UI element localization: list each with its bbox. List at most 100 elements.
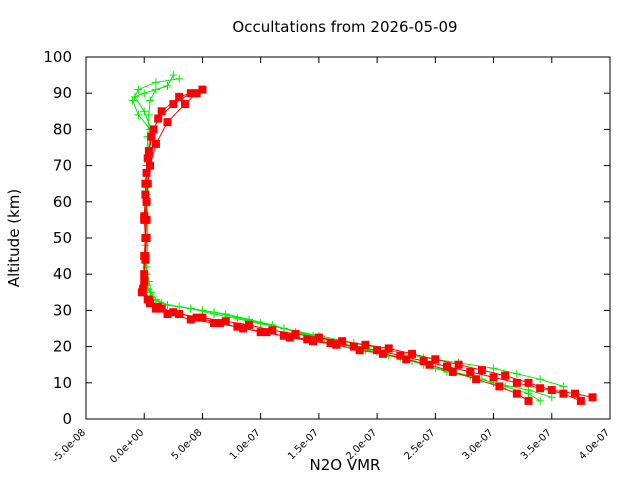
data-point	[559, 382, 568, 391]
data-point	[262, 328, 271, 337]
y-tick-label: 100	[43, 48, 72, 66]
data-point	[142, 197, 151, 206]
data-point	[425, 360, 434, 369]
series-line	[134, 74, 564, 387]
data-point	[192, 313, 201, 322]
data-point	[146, 161, 155, 170]
data-point	[175, 92, 184, 101]
data-point	[501, 371, 510, 380]
data-point	[142, 215, 151, 224]
data-point	[143, 154, 152, 163]
data-point	[186, 304, 195, 313]
y-tick-label: 40	[53, 265, 72, 283]
data-point	[512, 389, 521, 398]
data-point	[396, 351, 405, 360]
series-1	[128, 71, 568, 405]
data-point	[151, 139, 160, 148]
data-point	[233, 313, 242, 322]
y-tick-label: 10	[53, 374, 72, 392]
data-point	[210, 319, 219, 328]
data-point	[239, 324, 248, 333]
data-point	[163, 310, 172, 319]
x-tick-label: -5.0e-08	[51, 427, 88, 464]
data-point	[355, 346, 364, 355]
data-point	[338, 337, 347, 346]
data-point	[268, 326, 277, 335]
data-point	[140, 252, 149, 261]
y-tick-label: 60	[53, 193, 72, 211]
series-2	[137, 85, 597, 405]
data-point	[524, 378, 533, 387]
data-point	[285, 333, 294, 342]
data-point	[402, 355, 411, 364]
y-tick-label: 30	[53, 301, 72, 319]
data-point	[139, 284, 148, 293]
data-point	[291, 329, 300, 338]
data-point	[373, 346, 382, 355]
data-point	[536, 375, 545, 384]
data-point	[524, 396, 533, 405]
data-point	[309, 337, 318, 346]
data-point	[442, 362, 451, 371]
series-line	[142, 92, 529, 402]
data-point	[141, 179, 150, 188]
data-point	[571, 389, 580, 398]
data-point	[198, 313, 207, 322]
data-point	[536, 384, 545, 393]
data-point	[419, 357, 428, 366]
data-point	[384, 344, 393, 353]
x-tick-label: 4.0e-07	[577, 427, 612, 462]
data-point	[332, 340, 341, 349]
data-point	[512, 378, 521, 387]
x-tick-label: 0.0e+00	[108, 427, 146, 465]
data-point	[180, 100, 189, 109]
data-point	[140, 107, 149, 116]
data-point	[215, 319, 224, 328]
data-point	[361, 340, 370, 349]
data-point	[144, 295, 153, 304]
data-point	[130, 92, 139, 101]
data-point	[279, 324, 288, 333]
series-line	[132, 78, 541, 402]
data-point	[547, 386, 556, 395]
data-point	[134, 85, 143, 94]
data-point	[140, 89, 149, 98]
data-point	[408, 349, 417, 358]
y-tick-label: 90	[53, 84, 72, 102]
data-point	[175, 74, 184, 83]
data-point	[154, 114, 163, 123]
data-point	[454, 360, 463, 369]
data-point	[576, 396, 585, 405]
data-point	[495, 382, 504, 391]
data-point	[588, 393, 597, 402]
data-point	[134, 110, 143, 119]
y-tick-label: 80	[53, 120, 72, 138]
y-tick-label: 0	[62, 410, 72, 428]
data-point	[477, 366, 486, 375]
data-point	[163, 118, 172, 127]
data-point	[169, 308, 178, 317]
x-tick-label: 5.0e-08	[170, 427, 205, 462]
x-axis-title: N2O VMR	[310, 456, 381, 474]
data-point	[157, 107, 166, 116]
data-point	[169, 71, 178, 80]
data-point	[489, 364, 498, 373]
data-point	[163, 81, 172, 90]
data-point	[512, 369, 521, 378]
data-point	[140, 277, 149, 286]
x-tick-label: 1.0e-07	[228, 427, 263, 462]
y-axis-title: Altitude (km)	[5, 189, 23, 287]
data-point	[349, 342, 358, 351]
data-point	[431, 355, 440, 364]
y-axis: 0 10 20 30 40 50 60 70 80 90 100	[43, 48, 610, 428]
data-point	[169, 100, 178, 109]
data-point	[378, 349, 387, 358]
data-point	[524, 386, 533, 395]
data-point	[256, 328, 265, 337]
data-point	[326, 338, 335, 347]
data-point	[536, 396, 545, 405]
y-tick-label: 20	[53, 338, 72, 356]
data-point	[559, 389, 568, 398]
data-point	[466, 367, 475, 376]
